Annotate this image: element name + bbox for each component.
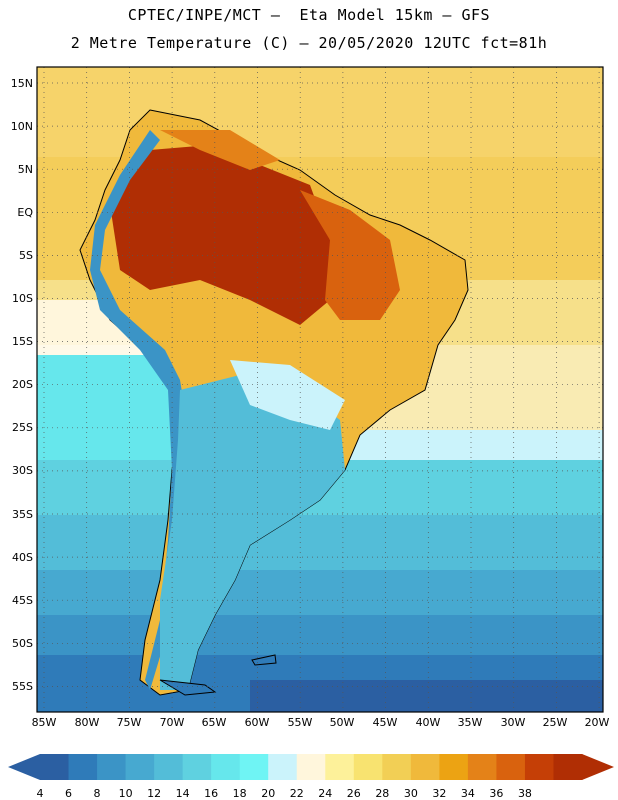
colorbar-cell xyxy=(382,754,412,780)
lon-label: 30W xyxy=(501,716,526,729)
ocean-band-south1 xyxy=(37,515,603,575)
colorbar-label: 6 xyxy=(65,787,72,800)
colorbar-label: 18 xyxy=(233,787,247,800)
colorbar-cell xyxy=(496,754,526,780)
colorbar-cell xyxy=(410,754,440,780)
lat-label: 40S xyxy=(12,551,33,564)
ocean-band-south2 xyxy=(37,570,603,620)
lon-label: 75W xyxy=(117,716,142,729)
colorbar-cells xyxy=(40,754,583,780)
lon-labels: 85W 80W 75W 70W 65W 60W 55W 50W 45W 40W … xyxy=(32,716,610,729)
lat-label: 45S xyxy=(12,594,33,607)
chart-subtitle: 2 Metre Temperature (C) – 20/05/2020 12U… xyxy=(70,34,548,52)
lat-label: 50S xyxy=(12,637,33,650)
colorbar-label: 38 xyxy=(518,787,532,800)
map-field xyxy=(37,67,603,712)
lon-label: 80W xyxy=(75,716,100,729)
colorbar-cell xyxy=(125,754,155,780)
colorbar-cell xyxy=(325,754,355,780)
colorbar-cell xyxy=(211,754,241,780)
colorbar-label: 32 xyxy=(432,787,446,800)
lat-label: 15N xyxy=(11,77,33,90)
lat-label: 35S xyxy=(12,508,33,521)
colorbar-label: 4 xyxy=(37,787,44,800)
lon-label: 20W xyxy=(585,716,610,729)
colorbar: 4 6 8 10 12 14 16 18 20 22 24 26 28 30 32 34 36 38 xyxy=(8,754,614,800)
lon-label: 60W xyxy=(245,716,270,729)
lon-label: 25W xyxy=(543,716,568,729)
colorbar-cell xyxy=(296,754,326,780)
colorbar-label: 14 xyxy=(176,787,190,800)
colorbar-label: 16 xyxy=(204,787,218,800)
colorbar-label: 8 xyxy=(94,787,101,800)
lat-label: 10S xyxy=(12,292,33,305)
colorbar-cell xyxy=(268,754,298,780)
colorbar-cell xyxy=(353,754,383,780)
lat-label: EQ xyxy=(17,206,33,219)
colorbar-label: 28 xyxy=(375,787,389,800)
northeast-warm-region xyxy=(300,190,400,320)
lon-label: 35W xyxy=(458,716,483,729)
ocean-band-south3 xyxy=(37,615,603,660)
andes-cold-strip xyxy=(90,130,190,690)
colorbar-label: 26 xyxy=(347,787,361,800)
colorbar-cell xyxy=(97,754,127,780)
lon-label: 85W xyxy=(32,716,57,729)
lon-label: 50W xyxy=(330,716,355,729)
lat-label: 5N xyxy=(18,163,33,176)
colorbar-cell xyxy=(467,754,497,780)
central-cool-region xyxy=(230,360,345,430)
lat-label: 55S xyxy=(12,680,33,693)
map-frame xyxy=(36,66,604,713)
ocean-band-north xyxy=(37,67,603,157)
colorbar-label: 20 xyxy=(261,787,275,800)
colorbar-cell xyxy=(439,754,469,780)
amazon-hot-region xyxy=(110,145,330,325)
ocean-band-south5 xyxy=(250,680,603,712)
lat-label: 10N xyxy=(11,120,33,133)
northern-warm-band xyxy=(160,130,280,170)
lat-labels: 15N 10N 5N EQ 5S 10S 15S 20S 25S 30S 35S… xyxy=(11,77,34,693)
lat-label: 20S xyxy=(12,378,33,391)
lon-label: 65W xyxy=(202,716,227,729)
colorbar-cell xyxy=(154,754,184,780)
colorbar-cell xyxy=(40,754,70,780)
lat-label: 5S xyxy=(19,249,33,262)
colorbar-label: 24 xyxy=(318,787,332,800)
colorbar-label: 12 xyxy=(147,787,161,800)
lat-label: 25S xyxy=(12,421,33,434)
colorbar-labels: 4 6 8 10 12 14 16 18 20 22 24 26 28 30 32 34 36 38 xyxy=(37,787,532,800)
colorbar-low-arrow xyxy=(8,754,40,780)
colorbar-label: 34 xyxy=(461,787,475,800)
colorbar-label: 22 xyxy=(290,787,304,800)
lon-label: 55W xyxy=(288,716,313,729)
colorbar-cell xyxy=(68,754,98,780)
lon-label: 70W xyxy=(160,716,185,729)
colorbar-label: 30 xyxy=(404,787,418,800)
colorbar-label: 10 xyxy=(119,787,133,800)
colorbar-cell xyxy=(553,754,583,780)
colorbar-cell xyxy=(239,754,269,780)
chart-title: CPTEC/INPE/MCT – Eta Model 15km – GFS xyxy=(127,6,491,24)
lon-label: 45W xyxy=(373,716,398,729)
colorbar-cell xyxy=(524,754,554,780)
lon-label: 40W xyxy=(416,716,441,729)
colorbar-label: 36 xyxy=(489,787,503,800)
southern-cool-region xyxy=(160,375,345,690)
lat-label: 15S xyxy=(12,335,33,348)
lat-label: 30S xyxy=(12,464,33,477)
falklands xyxy=(251,654,277,666)
colorbar-cell xyxy=(182,754,212,780)
colorbar-high-arrow xyxy=(582,754,614,780)
